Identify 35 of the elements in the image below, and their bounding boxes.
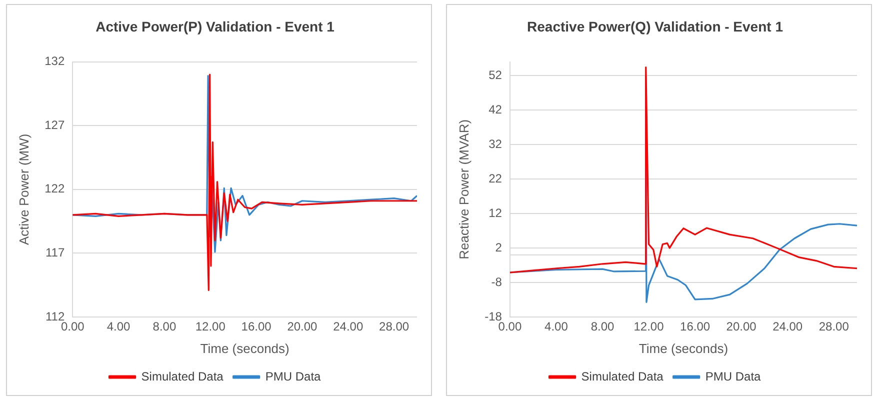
x-tick-label: 16.00 [241, 320, 272, 334]
legend-label: PMU Data [705, 369, 762, 384]
x-tick-label: 16.00 [680, 320, 710, 334]
legend-label: Simulated Data [581, 369, 664, 384]
x-tick-label: 28.00 [818, 320, 850, 334]
y-tick-label: 122 [44, 182, 65, 196]
x-axis-title: Time (seconds) [200, 340, 290, 356]
x-tick-label: 12.00 [634, 320, 664, 334]
legend-label: Simulated Data [141, 369, 224, 384]
x-tick-label: 20.00 [726, 320, 757, 334]
y-tick-label: 42 [488, 102, 502, 116]
y-tick-label: 2 [495, 240, 502, 254]
x-axis-title: Time (seconds) [638, 340, 728, 356]
x-tick-label: 24.00 [772, 320, 803, 334]
y-tick-label: 32 [488, 136, 502, 151]
y-tick-label: -8 [491, 274, 502, 289]
x-tick-label: 12.00 [195, 320, 226, 334]
chart-title: Reactive Power(Q) Validation - Event 1 [527, 18, 784, 34]
legend-label: PMU Data [265, 369, 322, 384]
y-tick-label: 12 [488, 206, 502, 220]
x-tick-label: 4.00 [106, 320, 131, 334]
x-tick-label: 8.00 [152, 320, 176, 334]
y-tick-label: 127 [44, 118, 65, 132]
x-tick-label: 28.00 [379, 320, 410, 334]
y-axis-title: Reactive Power (MVAR) [456, 119, 472, 260]
y-tick-label: 117 [45, 246, 65, 260]
x-tick-label: 24.00 [333, 320, 364, 334]
y-tick-label: 52 [488, 68, 502, 82]
chart-title: Active Power(P) Validation - Event 1 [96, 18, 335, 34]
y-axis-title: Active Power (MW) [16, 134, 32, 246]
y-tick-label: 22 [488, 171, 502, 186]
x-tick-label: 8.00 [590, 320, 614, 334]
y-tick-label: 132 [44, 54, 65, 68]
x-tick-label: 4.00 [544, 320, 568, 334]
x-tick-label: 20.00 [287, 320, 318, 334]
